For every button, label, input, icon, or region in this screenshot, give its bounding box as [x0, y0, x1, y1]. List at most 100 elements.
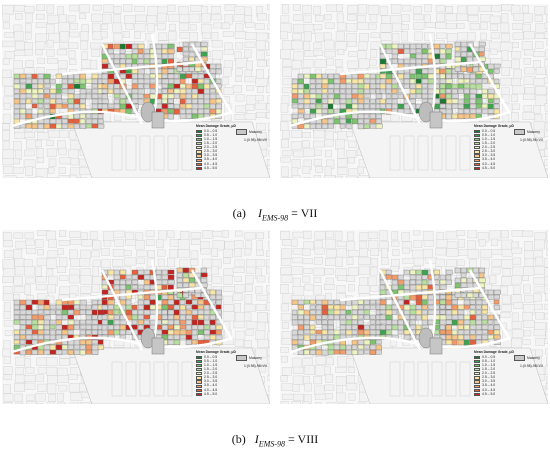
building — [49, 309, 56, 315]
building — [125, 274, 133, 280]
building — [463, 108, 470, 114]
building — [466, 56, 473, 62]
building — [303, 88, 310, 94]
city-block — [25, 367, 35, 374]
building — [203, 83, 211, 90]
city-block — [545, 365, 548, 375]
city-block — [81, 239, 93, 247]
building — [91, 93, 99, 99]
building — [113, 274, 121, 281]
building — [303, 113, 311, 119]
building — [297, 334, 304, 341]
building — [445, 43, 453, 49]
building — [409, 73, 416, 79]
building — [173, 93, 180, 99]
port-dock — [111, 361, 123, 397]
building — [391, 48, 399, 55]
city-block — [244, 113, 257, 120]
legend-row: 1.5 – 2.0 — [196, 141, 236, 146]
building — [351, 339, 358, 346]
building — [478, 267, 486, 274]
city-block — [90, 13, 104, 22]
building — [37, 334, 44, 340]
city-block — [293, 150, 305, 158]
building — [469, 314, 476, 321]
city-block — [59, 230, 67, 237]
building — [131, 98, 139, 104]
building — [321, 319, 328, 325]
caption-b-prefix: (b) — [231, 432, 246, 446]
building — [391, 83, 399, 89]
building — [469, 319, 476, 326]
city-block — [46, 367, 58, 376]
city-block — [458, 249, 469, 256]
building — [493, 103, 500, 109]
building — [61, 309, 69, 315]
building — [182, 66, 190, 72]
city-block — [546, 14, 548, 23]
building — [179, 334, 187, 340]
caption-b-symbol: I — [254, 432, 259, 446]
city-block — [511, 78, 521, 86]
building — [161, 68, 169, 75]
building — [315, 309, 322, 315]
city-block — [79, 257, 91, 267]
building — [191, 98, 198, 104]
building — [43, 78, 50, 84]
legend-label: 1.0 – 1.5 — [482, 362, 496, 367]
city-block — [58, 167, 66, 174]
building — [37, 103, 44, 109]
building — [13, 309, 21, 315]
building — [61, 349, 68, 355]
city-block — [335, 367, 347, 373]
street — [190, 269, 234, 341]
building — [143, 78, 151, 85]
building — [49, 304, 57, 310]
building — [101, 103, 108, 110]
city-block — [500, 312, 511, 318]
city-block — [268, 139, 270, 147]
scale-label: 1:(0.98)-98=VII — [520, 138, 543, 142]
building — [155, 48, 162, 55]
building — [351, 98, 358, 104]
building — [67, 309, 74, 315]
building — [487, 63, 495, 70]
building — [61, 344, 68, 350]
building — [31, 73, 38, 79]
building — [475, 309, 482, 315]
city-block — [211, 14, 222, 21]
building — [333, 309, 341, 315]
building — [209, 63, 217, 70]
building — [173, 103, 180, 109]
city-block — [345, 23, 358, 32]
city-block — [533, 266, 546, 275]
city-block — [281, 322, 289, 329]
legend-swatch — [474, 376, 480, 380]
legend-masonry: Masonry — [514, 355, 540, 361]
building — [391, 103, 398, 110]
building — [31, 93, 39, 99]
city-block — [491, 267, 501, 275]
city-block — [281, 258, 292, 266]
city-block — [266, 112, 270, 119]
building — [149, 299, 156, 305]
building — [478, 277, 486, 283]
caption-a-value: = VII — [291, 206, 318, 220]
city-block — [313, 49, 323, 56]
city-block — [223, 274, 233, 285]
building — [43, 88, 50, 94]
city-block — [325, 393, 333, 400]
building — [107, 78, 115, 84]
city-block — [167, 230, 175, 238]
city-block — [480, 32, 487, 41]
building — [25, 314, 32, 320]
building — [333, 108, 340, 114]
city-block — [243, 304, 256, 312]
legend-scale: 1:(0.98)-98=VII — [520, 364, 543, 368]
building — [43, 108, 50, 114]
building — [107, 319, 114, 325]
masonry-label: Masonry — [249, 129, 263, 134]
city-block — [92, 276, 104, 286]
building — [155, 329, 163, 335]
building — [182, 41, 189, 47]
